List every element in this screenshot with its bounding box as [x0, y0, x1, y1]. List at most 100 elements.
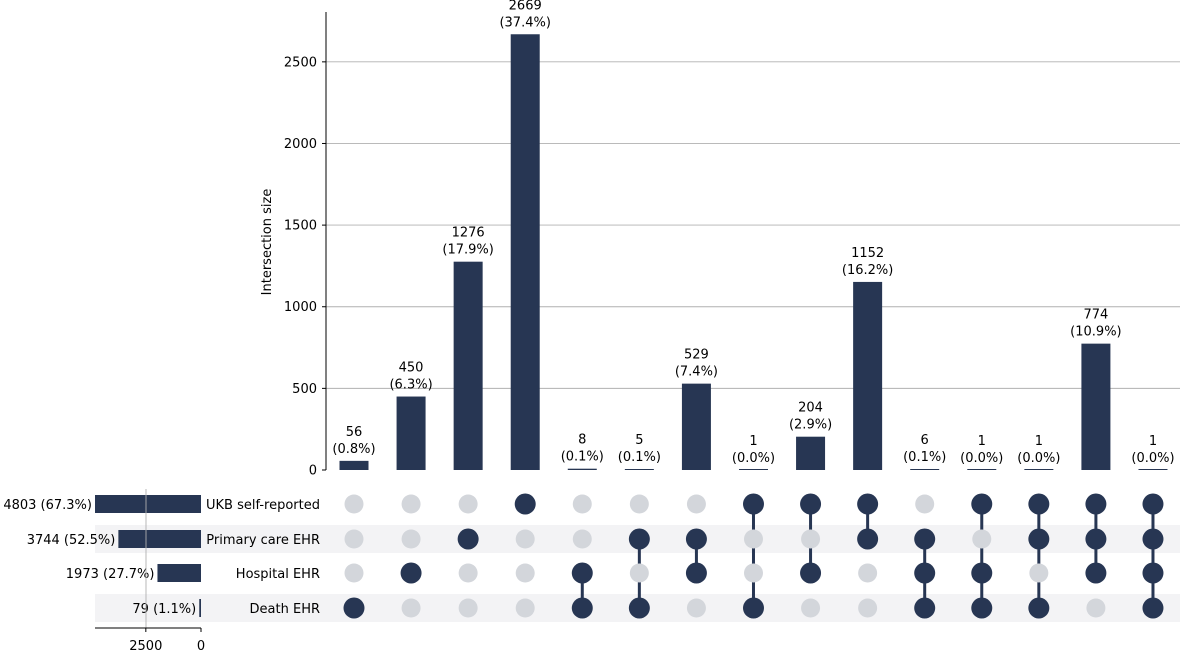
matrix-dot-active [628, 528, 650, 550]
matrix-dot-inactive [858, 598, 878, 618]
y-axis-label: Intersection size [260, 189, 275, 296]
matrix-dot-active [971, 562, 993, 584]
intersection-count-label: 1 [1149, 434, 1157, 449]
matrix-dot-active [1142, 528, 1164, 550]
matrix-dot-inactive [858, 563, 878, 583]
intersection-count-label: 6 [921, 433, 929, 448]
matrix-dot-active [1085, 562, 1107, 584]
matrix-dot-active [1085, 528, 1107, 550]
y-tick-label: 500 [292, 382, 317, 397]
matrix-dot-inactive [572, 494, 592, 514]
matrix-dot-active [571, 597, 593, 619]
intersection-count-label: 8 [578, 433, 586, 448]
matrix-dot-active [857, 528, 879, 550]
intersection-bar [396, 396, 426, 470]
matrix-dot-inactive [401, 529, 421, 549]
set-size-bar [118, 530, 201, 548]
intersection-bar-labels: 56(0.8%)450(6.3%)1276(17.9%)2669(37.4%)8… [332, 0, 1174, 466]
y-tick-label: 1500 [284, 219, 317, 234]
matrix-dot-inactive [401, 494, 421, 514]
matrix-dot-active [1142, 493, 1164, 515]
intersection-bar [510, 34, 540, 470]
matrix-dot-active [971, 597, 993, 619]
y-tick-label: 0 [309, 464, 317, 479]
set-name-label: Death EHR [250, 602, 320, 617]
matrix-dot-inactive [1029, 563, 1049, 583]
matrix-dot-inactive [972, 529, 992, 549]
intersection-bar [738, 469, 768, 470]
intersection-count-label: 56 [346, 425, 363, 440]
matrix-dot-inactive [572, 529, 592, 549]
intersection-count-label: 5 [635, 433, 643, 448]
intersection-percent-label: (16.2%) [842, 263, 893, 278]
matrix-dot-active [1028, 597, 1050, 619]
intersection-bar [853, 281, 883, 470]
matrix-dot-inactive [801, 529, 821, 549]
matrix-dot-active [685, 562, 707, 584]
matrix-dot-inactive [629, 563, 649, 583]
intersection-count-label: 1152 [851, 246, 884, 261]
intersection-bars [339, 34, 1168, 470]
intersection-count-label: 450 [399, 361, 424, 376]
matrix-dot-inactive [458, 494, 478, 514]
matrix-dot-inactive [743, 529, 763, 549]
intersection-count-label: 1276 [452, 226, 485, 241]
intersection-count-label: 2669 [509, 0, 542, 13]
intersection-percent-label: (0.1%) [561, 450, 604, 465]
intersection-bar [796, 436, 826, 470]
matrix-dot-active [1028, 528, 1050, 550]
intersection-percent-label: (17.9%) [442, 243, 493, 258]
intersection-bar [1081, 343, 1111, 470]
matrix-dot-inactive [515, 598, 535, 618]
intersection-percent-label: (6.3%) [389, 378, 432, 393]
intersection-bar [681, 383, 711, 470]
intersection-percent-label: (2.9%) [789, 418, 832, 433]
y-axis: 0 500 1000 1500 2000 2500 [284, 12, 327, 479]
matrix-dot-active [343, 597, 365, 619]
intersection-percent-label: (0.0%) [1131, 451, 1174, 466]
intersection-percent-label: (0.1%) [618, 450, 661, 465]
intersection-percent-label: (10.9%) [1070, 325, 1121, 340]
intersection-bar [910, 469, 940, 470]
intersection-percent-label: (0.8%) [332, 442, 375, 457]
intersection-bar [453, 261, 483, 470]
y-tick-label: 1000 [284, 300, 317, 315]
intersection-percent-label: (7.4%) [675, 365, 718, 380]
set-size-label: 3744 (52.5%) [27, 533, 116, 548]
matrix-dot-active [1085, 493, 1107, 515]
intersection-matrix [343, 493, 1164, 619]
matrix-dot-active [1142, 562, 1164, 584]
matrix-dot-active [742, 597, 764, 619]
matrix-dot-inactive [743, 563, 763, 583]
intersection-count-label: 529 [684, 348, 709, 363]
matrix-dot-active [800, 493, 822, 515]
matrix-dot-active [914, 562, 936, 584]
intersection-count-label: 1 [749, 434, 757, 449]
set-size-bar [157, 564, 201, 582]
intersection-percent-label: (0.0%) [732, 451, 775, 466]
matrix-dot-active [571, 562, 593, 584]
matrix-dot-inactive [458, 598, 478, 618]
set-size-tick-label: 0 [197, 639, 205, 652]
intersection-bar [624, 469, 654, 470]
matrix-dot-inactive [344, 529, 364, 549]
matrix-dot-active [457, 528, 479, 550]
matrix-dot-inactive [515, 529, 535, 549]
set-size-tick-label: 2500 [129, 639, 162, 652]
matrix-dot-inactive [458, 563, 478, 583]
matrix-dot-inactive [801, 598, 821, 618]
intersection-bar [1138, 469, 1168, 470]
matrix-dot-inactive [515, 563, 535, 583]
matrix-dot-active [914, 528, 936, 550]
matrix-dot-inactive [1086, 598, 1106, 618]
set-name-label: Primary care EHR [206, 533, 320, 548]
set-size-bar [199, 599, 201, 617]
intersection-percent-label: (0.1%) [903, 450, 946, 465]
intersection-bar [339, 460, 369, 470]
set-size-label: 79 (1.1%) [132, 602, 196, 617]
set-size-bars: 4803 (67.3%) 3744 (52.5%) 1973 (27.7%) 79 (… [3, 495, 201, 617]
matrix-dot-inactive [344, 563, 364, 583]
intersection-percent-label: (37.4%) [499, 15, 550, 30]
intersection-count-label: 204 [798, 401, 823, 416]
set-size-label: 4803 (67.3%) [3, 498, 92, 513]
